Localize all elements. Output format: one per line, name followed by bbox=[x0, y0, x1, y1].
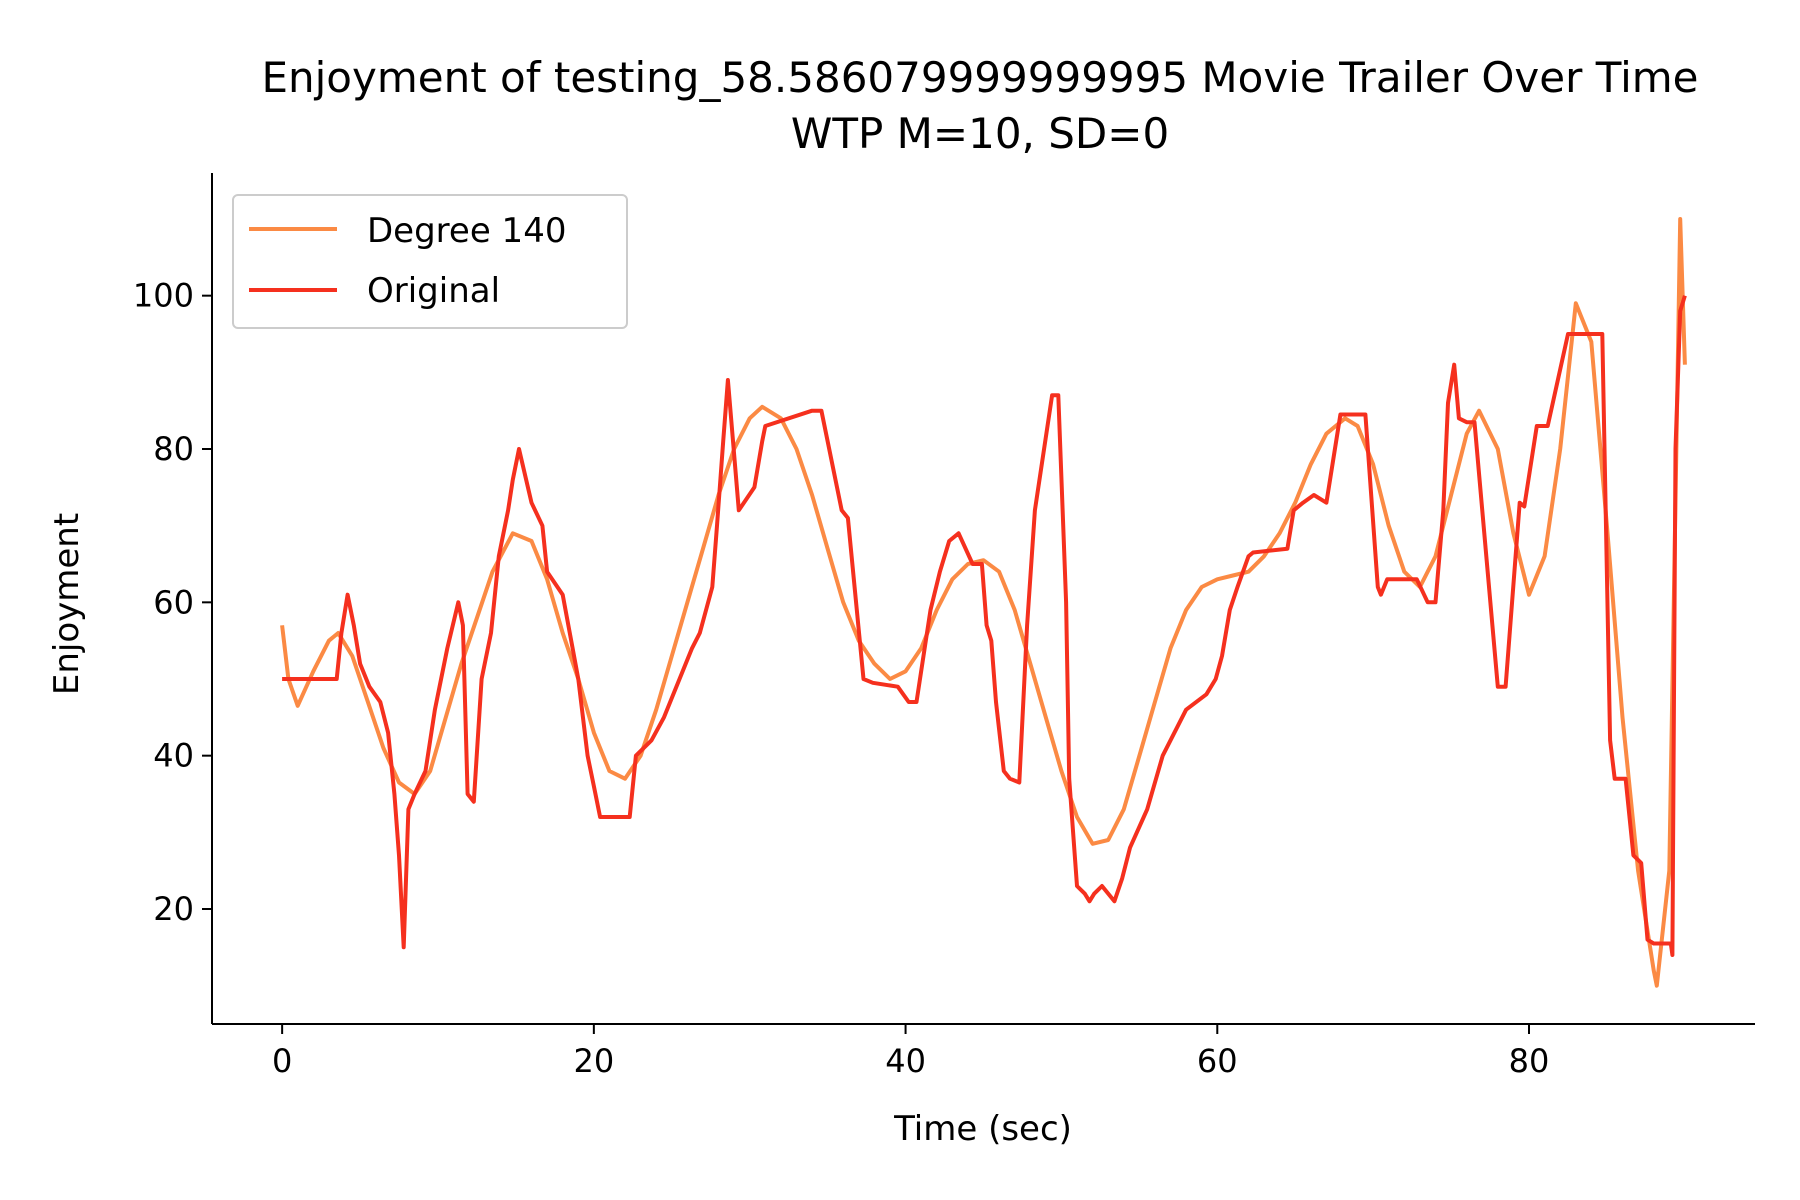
x-tick-label: 20 bbox=[573, 1042, 614, 1080]
y-tick-label: 80 bbox=[153, 430, 194, 468]
x-axis-label: Time (sec) bbox=[893, 1109, 1072, 1149]
x-tick-label: 60 bbox=[1197, 1042, 1238, 1080]
legend: Degree 140 Original bbox=[232, 194, 628, 329]
x-ticks: 0 20 40 60 80 bbox=[272, 1024, 1549, 1080]
y-tick-label: 40 bbox=[153, 737, 194, 775]
y-axis-label: Enjoyment bbox=[47, 513, 87, 695]
legend-label-degree-140: Degree 140 bbox=[367, 211, 566, 251]
y-tick-label: 20 bbox=[153, 890, 194, 928]
series-line-original bbox=[282, 295, 1687, 957]
y-ticks: 20 40 60 80 100 bbox=[133, 277, 212, 928]
y-tick-label: 100 bbox=[133, 277, 194, 315]
plot-area bbox=[280, 217, 1687, 988]
x-tick-label: 80 bbox=[1509, 1042, 1550, 1080]
x-tick-label: 0 bbox=[272, 1042, 292, 1080]
legend-label-original: Original bbox=[367, 271, 500, 311]
y-tick-label: 60 bbox=[153, 583, 194, 621]
x-tick-label: 40 bbox=[885, 1042, 926, 1080]
chart-title: Enjoyment of testing_58.586079999999995 … bbox=[261, 53, 1698, 102]
chart-subtitle: WTP M=10, SD=0 bbox=[791, 109, 1169, 158]
